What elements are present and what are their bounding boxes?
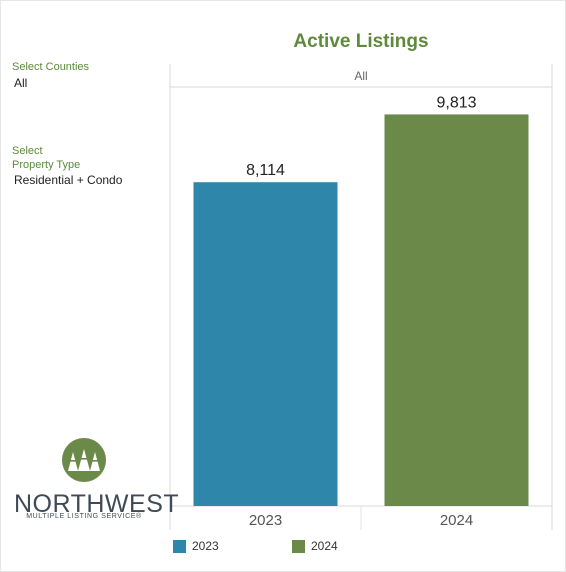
bar-2023 [193,182,338,506]
legend-swatch-2024 [292,539,305,553]
legend-item-2024[interactable]: 2024 [292,539,338,553]
property-type-filter-label-line2: Property Type [12,159,81,171]
counties-filter-select[interactable]: All [14,76,28,90]
property-type-filter-select[interactable]: Residential + Condo [14,173,123,187]
x-tick-label-2024: 2024 [440,512,473,529]
legend-label-2024: 2024 [311,539,338,553]
legend-swatch-2023 [173,539,186,553]
bar-2024 [384,114,529,506]
logo-subtitle: MULTIPLE LISTING SERVICE® [26,513,142,520]
logo-wordmark: NORTHWEST [14,490,180,518]
x-tick-label-2023: 2023 [249,512,282,529]
counties-filter-label: Select Counties [12,61,90,73]
tree-emblem-icon [62,438,106,482]
data-label-2024: 9,813 [436,94,476,111]
property-type-filter-label-line1: Select [12,145,43,157]
legend-label-2023: 2023 [192,539,219,553]
chart-title: Active Listings [293,31,429,52]
panel-header-label: All [354,69,367,83]
legend-item-2023[interactable]: 2023 [173,539,219,553]
data-label-2023: 8,114 [246,162,285,179]
